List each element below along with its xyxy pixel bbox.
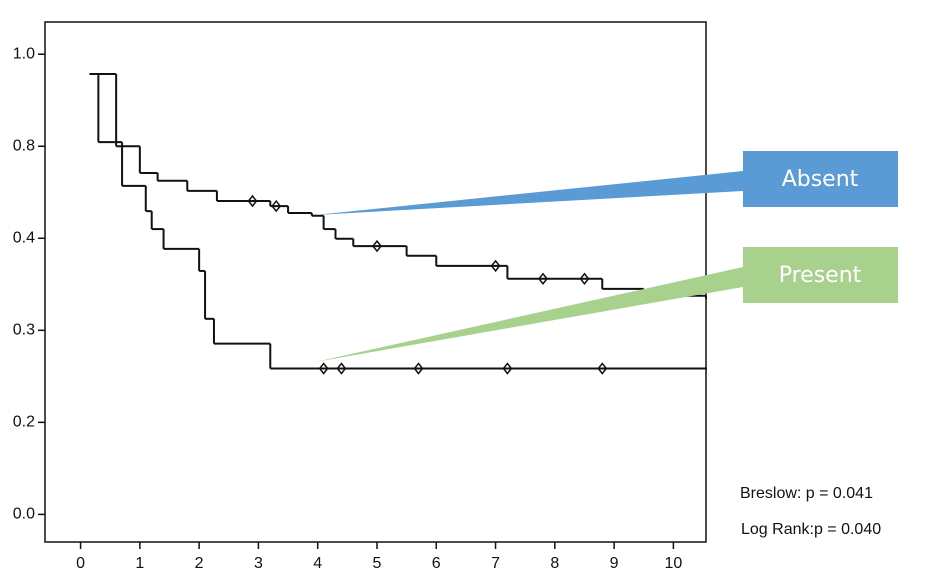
censor-mark (318, 362, 329, 375)
censor-mark (502, 362, 513, 375)
censor-mark (597, 362, 608, 375)
censor-mark (271, 199, 282, 213)
x-tick-label: 8 (550, 555, 559, 572)
censor-mark (247, 194, 258, 208)
callout-pointer (315, 171, 743, 215)
x-tick-label: 10 (664, 555, 682, 572)
x-tick-label: 3 (254, 555, 263, 572)
y-tick-label: 0.4 (13, 230, 35, 247)
y-tick-label: 0.2 (13, 414, 35, 431)
censor-mark (538, 272, 548, 285)
x-tick-label: 7 (491, 555, 500, 572)
annotation: Breslow: p = 0.041 (740, 485, 873, 502)
x-tick-label: 2 (195, 555, 204, 572)
y-tick-label: 0.0 (13, 506, 35, 523)
x-tick-label: 5 (373, 555, 382, 572)
y-tick-label: 0.8 (13, 137, 35, 154)
x-tick-label: 1 (135, 555, 144, 572)
callout-box (743, 151, 898, 207)
plot-frame (44, 21, 707, 543)
x-tick-label: 4 (313, 555, 322, 572)
callout-pointer (315, 267, 743, 362)
legend-label: Absent (782, 167, 859, 192)
legend-label: Present (779, 263, 862, 288)
censor-mark (490, 259, 501, 273)
censor-mark (372, 239, 382, 253)
x-tick-label: 0 (76, 555, 85, 572)
y-tick-label: 0.3 (13, 322, 35, 339)
callout-box (743, 247, 898, 303)
y-tick-label: 1.0 (13, 45, 35, 62)
x-tick-label: 9 (610, 555, 619, 572)
censor-mark (579, 272, 590, 285)
censor-mark (413, 362, 424, 375)
x-tick-label: 6 (432, 555, 441, 572)
annotation: Log Rank:p = 0.040 (741, 521, 881, 538)
censor-mark (336, 362, 347, 375)
